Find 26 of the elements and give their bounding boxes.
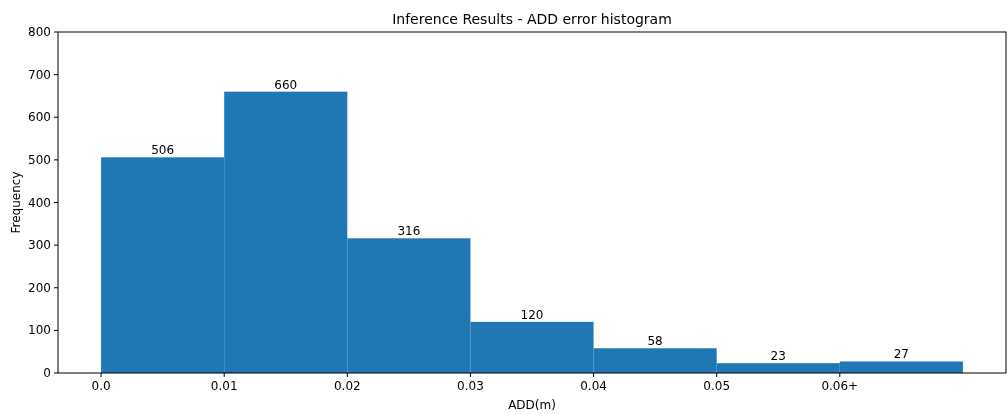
y-tick-label: 0 <box>43 366 51 380</box>
x-axis-title: ADD(m) <box>508 398 556 412</box>
y-tick-label: 500 <box>28 152 51 167</box>
data-label: 316 <box>397 224 421 239</box>
data-label: 27 <box>893 347 909 362</box>
chart-title: Inference Results - ADD error histogram <box>392 11 672 27</box>
data-label: 58 <box>647 334 663 349</box>
x-tick-label: 0.06+ <box>821 379 859 393</box>
y-tick-label: 700 <box>28 67 51 82</box>
data-label: 660 <box>274 77 298 92</box>
x-tick-label: 0.0 <box>91 379 111 393</box>
y-tick-label: 800 <box>28 25 51 39</box>
y-axis-title: Frequency <box>9 171 23 234</box>
y-tick-label: 300 <box>28 238 51 253</box>
y-tick-label: 100 <box>28 323 51 338</box>
x-tick-label: 0.02 <box>333 379 361 393</box>
data-label: 506 <box>151 143 175 158</box>
x-tick-label: 0.05 <box>703 379 731 393</box>
y-tick-label: 400 <box>28 195 51 210</box>
data-label: 120 <box>520 307 544 322</box>
x-tick-label: 0.03 <box>457 379 484 393</box>
y-tick-label: 200 <box>28 280 51 295</box>
x-tick-label: 0.04 <box>580 379 607 393</box>
x-tick-label: 0.01 <box>210 379 238 393</box>
data-label: 23 <box>770 349 786 364</box>
y-tick-label: 600 <box>28 110 51 125</box>
